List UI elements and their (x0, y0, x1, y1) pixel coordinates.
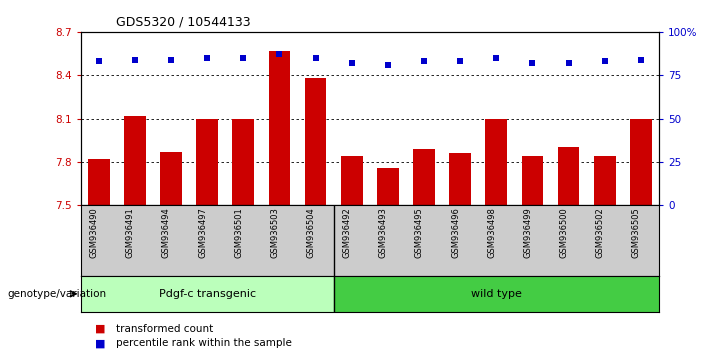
Bar (341, 156, 362, 205)
Bar (522, 156, 543, 205)
Point (238, 55, 249, 61)
Text: GSM936497: GSM936497 (198, 207, 207, 258)
Text: genotype/variation: genotype/variation (7, 289, 106, 299)
Point (635, 57, 646, 62)
Text: GSM936491: GSM936491 (126, 207, 135, 258)
Text: GSM936492: GSM936492 (343, 207, 352, 258)
Bar (196, 119, 218, 205)
Bar (558, 148, 580, 205)
Point (129, 57, 140, 62)
Bar (233, 119, 254, 205)
Bar (594, 156, 615, 205)
Text: transformed count: transformed count (116, 324, 213, 333)
Text: wild type: wild type (471, 289, 522, 299)
Text: GSM936503: GSM936503 (271, 207, 280, 258)
Bar (305, 78, 327, 205)
Text: GSM936505: GSM936505 (632, 207, 641, 258)
Point (165, 57, 177, 62)
Text: GSM936495: GSM936495 (415, 207, 424, 258)
Text: ■: ■ (95, 338, 105, 348)
Bar (268, 51, 290, 205)
Bar (377, 168, 399, 205)
Text: GSM936490: GSM936490 (90, 207, 99, 258)
Text: GSM936499: GSM936499 (524, 207, 533, 258)
Text: GSM936496: GSM936496 (451, 207, 460, 258)
Bar (449, 153, 471, 205)
Text: GSM936494: GSM936494 (162, 207, 171, 258)
Text: ■: ■ (95, 324, 105, 333)
Text: percentile rank within the sample: percentile rank within the sample (116, 338, 292, 348)
Text: GDS5320 / 10544133: GDS5320 / 10544133 (116, 16, 250, 29)
Point (491, 55, 502, 61)
Point (599, 58, 611, 64)
Point (454, 58, 465, 64)
Text: GSM936502: GSM936502 (596, 207, 605, 258)
Bar (88, 159, 109, 205)
Text: GSM936493: GSM936493 (379, 207, 388, 258)
Bar (81, 276, 334, 312)
Point (418, 58, 430, 64)
Text: GSM936498: GSM936498 (487, 207, 496, 258)
Point (201, 55, 212, 61)
Text: Pdgf-c transgenic: Pdgf-c transgenic (158, 289, 256, 299)
Point (527, 60, 538, 66)
Point (93, 58, 104, 64)
Text: GSM936501: GSM936501 (234, 207, 243, 258)
Point (274, 52, 285, 57)
Bar (334, 276, 659, 312)
Text: GSM936504: GSM936504 (306, 207, 315, 258)
Point (346, 60, 358, 66)
Text: GSM936500: GSM936500 (559, 207, 569, 258)
Point (382, 62, 393, 68)
Bar (413, 149, 435, 205)
Bar (630, 119, 652, 205)
Point (563, 60, 574, 66)
Bar (485, 119, 507, 205)
Bar (124, 116, 146, 205)
Bar (160, 152, 182, 205)
Point (310, 55, 321, 61)
